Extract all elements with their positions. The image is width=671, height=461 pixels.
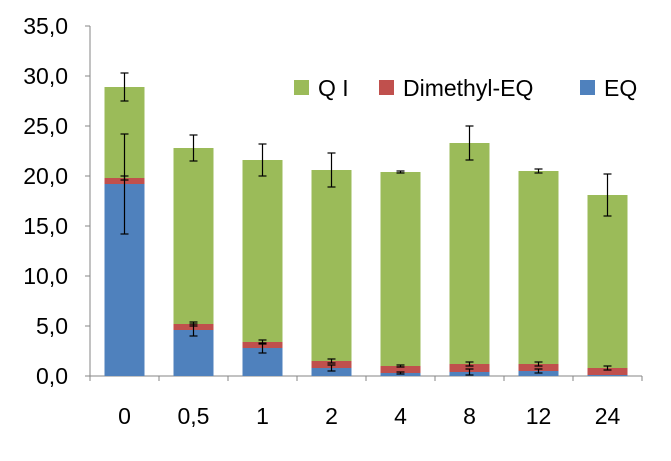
legend-label: EQ xyxy=(604,75,637,101)
error-bar xyxy=(327,152,336,188)
bar-segment-q-i xyxy=(449,143,490,364)
error-bar xyxy=(189,321,198,327)
legend-label: Dimethyl-EQ xyxy=(403,75,533,101)
error-bar xyxy=(120,175,129,181)
error-bar xyxy=(258,143,267,177)
error-bar xyxy=(465,368,474,376)
y-tick-label: 0,0 xyxy=(36,363,68,389)
error-bar xyxy=(465,361,474,367)
error-bar xyxy=(603,365,612,371)
y-tick-label: 25,0 xyxy=(23,113,68,139)
error-bar xyxy=(534,361,543,367)
x-tick-label: 1 xyxy=(256,403,269,429)
error-bar xyxy=(120,72,129,102)
bar-segment-q-i xyxy=(242,160,283,342)
error-bar xyxy=(189,134,198,162)
legend-label: Q I xyxy=(318,75,349,101)
legend-item: Q I xyxy=(294,75,349,101)
x-tick-label: 24 xyxy=(595,403,621,429)
error-bar xyxy=(258,339,267,345)
bar-segment-dimethyl-eq xyxy=(587,368,628,375)
bar-segment-dimethyl-eq xyxy=(380,366,421,373)
y-tick-label: 20,0 xyxy=(23,163,68,189)
error-bar xyxy=(327,364,336,372)
bar-segment-eq xyxy=(173,330,214,376)
bar-segment-dimethyl-eq xyxy=(449,364,490,372)
y-tick-label: 35,0 xyxy=(23,13,68,39)
error-bar xyxy=(396,371,405,375)
x-tick-label: 0,5 xyxy=(178,403,210,429)
bar-segment-q-i xyxy=(587,195,628,368)
error-bar xyxy=(603,173,612,217)
bar-segment-q-i xyxy=(518,171,559,364)
legend-item: Dimethyl-EQ xyxy=(379,75,533,101)
bar-segment-dimethyl-eq xyxy=(518,364,559,371)
error-bar xyxy=(396,170,405,174)
error-bar xyxy=(465,125,474,161)
x-tick-label: 8 xyxy=(463,403,476,429)
x-tick-label: 2 xyxy=(325,403,338,429)
y-tick-label: 30,0 xyxy=(23,63,68,89)
bar-segment-q-i xyxy=(311,170,352,361)
x-tick-label: 12 xyxy=(526,403,552,429)
error-bar xyxy=(120,133,129,235)
y-axis: 0,0 5,0 10,0 15,0 20,0 25,0 30,0 35,0 xyxy=(23,13,91,389)
error-bars xyxy=(120,72,612,376)
y-tick-label: 15,0 xyxy=(23,213,68,239)
y-tick-label: 10,0 xyxy=(23,263,68,289)
x-axis: 0 0,5 1 2 4 8 12 24 xyxy=(89,375,643,429)
error-bar xyxy=(534,368,543,374)
legend: Q I Dimethyl-EQ EQ xyxy=(294,75,637,101)
y-tick-label: 5,0 xyxy=(36,313,68,339)
bar-segment-q-i xyxy=(173,148,214,324)
legend-swatch xyxy=(379,80,394,95)
bar-segment-eq xyxy=(311,368,352,376)
legend-swatch xyxy=(580,80,595,95)
x-tick-label: 0 xyxy=(118,403,131,429)
bars xyxy=(104,87,628,376)
bar-segment-q-i xyxy=(380,172,421,366)
error-bar xyxy=(534,168,543,174)
error-bar xyxy=(396,364,405,368)
legend-swatch xyxy=(294,80,309,95)
x-tick-label: 4 xyxy=(394,403,407,429)
bar-segment-eq xyxy=(587,375,628,376)
error-bar xyxy=(327,358,336,364)
legend-item: EQ xyxy=(580,75,637,101)
